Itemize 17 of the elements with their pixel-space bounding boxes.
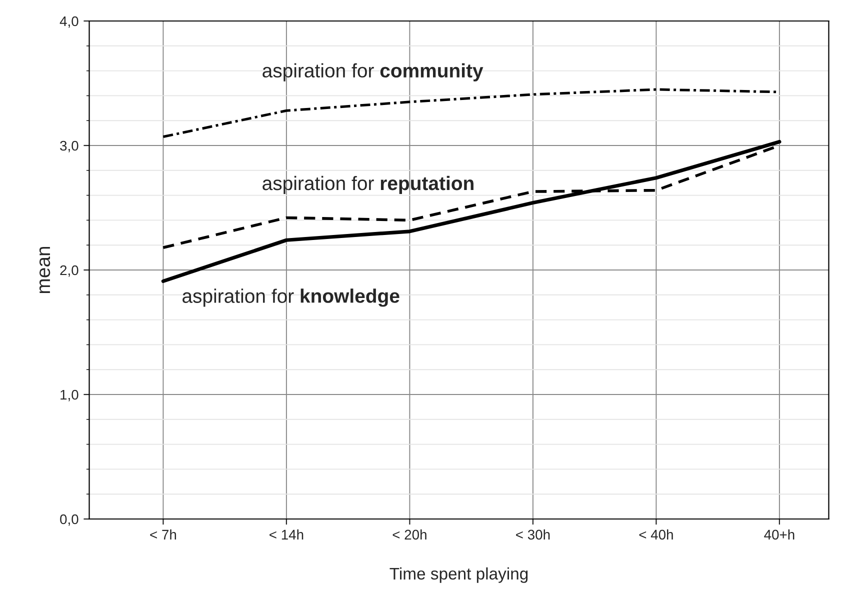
line-series xyxy=(161,140,782,284)
y-tick-label: 1,0 xyxy=(60,390,78,402)
series-label: aspiration for knowledge xyxy=(182,288,400,307)
x-tick-label: < 7h xyxy=(150,529,176,540)
y-tick-label: 2,0 xyxy=(60,265,78,277)
x-tick-label: < 30h xyxy=(516,529,550,540)
x-tick-label: < 14h xyxy=(270,529,304,540)
x-tick-label: < 20h xyxy=(392,529,426,540)
y-tick-label: 0,0 xyxy=(60,514,78,526)
x-axis-title: Time spent playing xyxy=(390,567,528,583)
series-label: aspiration for reputation xyxy=(262,176,474,194)
y-tick-label: 4,0 xyxy=(60,16,78,28)
y-tick-label: 3,0 xyxy=(60,140,78,152)
y-axis-title: mean xyxy=(39,246,50,294)
x-tick-label: < 40h xyxy=(639,529,673,540)
x-tick-label: 40+h xyxy=(764,529,794,540)
series-label: aspiration for community xyxy=(262,63,484,82)
